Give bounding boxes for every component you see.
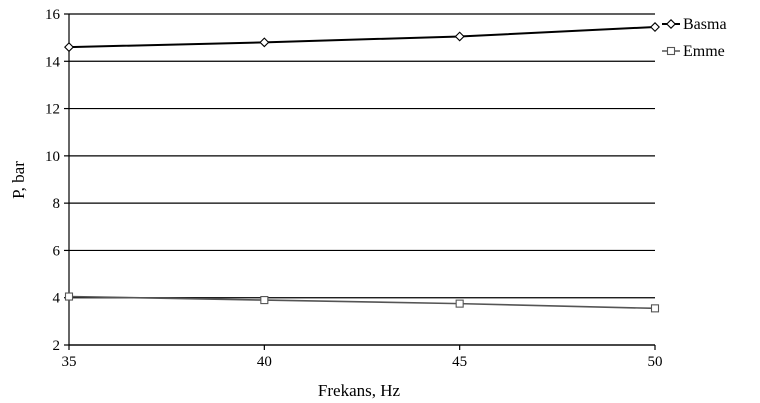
x-tick-label: 40: [257, 354, 272, 370]
legend-label-emme: Emme: [683, 43, 725, 60]
data-point-basma: [64, 42, 74, 53]
data-point-basma: [650, 22, 660, 32]
y-tick-label: 6: [53, 243, 61, 259]
y-tick-label: 4: [53, 291, 61, 307]
legend: Basma Emme: [662, 16, 727, 60]
y-tick-label: 10: [45, 149, 60, 165]
y-tick-label: 12: [45, 102, 60, 118]
x-axis-title: Frekans, Hz: [318, 381, 401, 400]
y-tick-label: 2: [53, 338, 61, 354]
axes: 2 4 6 8 10 12 14 16 35 40 45 50: [45, 7, 663, 370]
y-axis-title: P, bar: [9, 161, 28, 199]
series-line-basma: [68, 26, 656, 49]
x-tick-label: 45: [452, 354, 467, 370]
data-point-basma: [454, 31, 465, 42]
data-point-emme: [260, 296, 269, 305]
y-tick-label: 16: [45, 7, 61, 23]
x-tick-label: 50: [648, 354, 663, 370]
data-point-emme: [455, 299, 464, 308]
series-lines: [64, 22, 660, 313]
data-point-emme: [650, 304, 660, 313]
series-line-emme: [68, 295, 656, 310]
legend-marker-basma: [666, 19, 676, 29]
x-tick-label: 35: [62, 354, 77, 370]
legend-marker-emme: [666, 46, 676, 56]
y-tick-label: 8: [53, 196, 61, 212]
y-tick-label: 14: [45, 54, 61, 70]
data-point-basma: [259, 37, 270, 48]
grid-lines: [69, 13, 655, 346]
legend-label-basma: Basma: [683, 16, 727, 33]
data-point-emme: [64, 292, 74, 301]
